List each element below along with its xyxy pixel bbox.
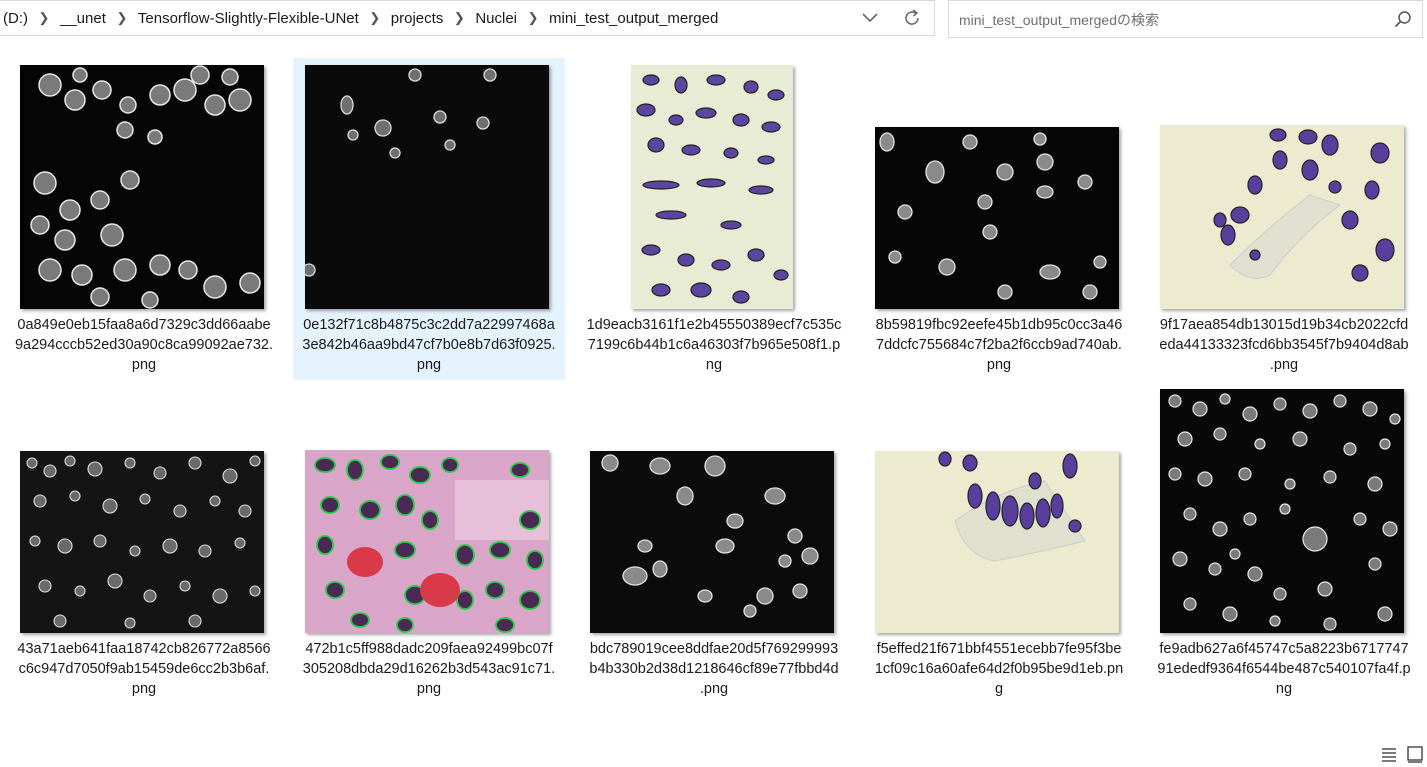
search-input[interactable] <box>957 7 1381 33</box>
history-dropdown-button[interactable] <box>856 5 884 31</box>
breadcrumb-drive[interactable]: (D:) <box>3 9 28 27</box>
file-name: 1d9eacb3161f1e2b45550389ecf7c535c 7199c6b… <box>586 317 842 373</box>
thumbnail-image <box>20 451 264 633</box>
details-view-icon[interactable] <box>1380 745 1398 763</box>
refresh-icon <box>905 9 919 25</box>
thumbnail-image <box>1160 125 1404 309</box>
breadcrumb-tensorflow[interactable]: Tensorflow-Slightly-Flexible-UNet <box>137 9 359 27</box>
file-item[interactable]: bdc789019cee8ddfae20d5f769299993 b4b330b2… <box>578 382 850 704</box>
refresh-button[interactable] <box>898 5 926 31</box>
thumbnail-image <box>1160 389 1404 633</box>
file-item[interactable]: 472b1c5ff988dadc209faea92499bc07f 305208d… <box>293 382 565 704</box>
file-item[interactable]: 8b59819fbc92eefe45b1db95c0cc3a46 7ddcfc75… <box>863 58 1135 380</box>
thumbnail-image <box>875 451 1119 633</box>
file-item[interactable]: fe9adb627a6f45747c5a8223b6717747 91ededf9… <box>1148 382 1420 704</box>
thumbnail-image <box>631 65 793 309</box>
thumbnail-image <box>305 450 549 633</box>
chevron-down-icon <box>862 13 878 23</box>
thumbnail-image <box>590 451 834 633</box>
file-item[interactable]: 0a849e0eb15faa8a6d7329c3dd66aabe 9a294ccc… <box>8 58 280 380</box>
breadcrumb: (D:) ❯ __unet ❯ Tensorflow-Slightly-Flex… <box>0 1 722 35</box>
thumbnail-image <box>20 65 264 309</box>
chevron-right-icon[interactable]: ❯ <box>453 10 465 25</box>
file-item[interactable]: 1d9eacb3161f1e2b45550389ecf7c535c 7199c6b… <box>578 58 850 380</box>
file-name: 9f17aea854db13015d19b34cb2022cfd eda44133… <box>1159 317 1409 373</box>
file-name: fe9adb627a6f45747c5a8223b6717747 91ededf9… <box>1157 641 1411 697</box>
file-item[interactable]: 43a71aeb641faa18742cb826772a8566 c6c947d7… <box>8 382 280 704</box>
file-name: bdc789019cee8ddfae20d5f769299993 b4b330b2… <box>589 641 839 697</box>
file-item[interactable]: 9f17aea854db13015d19b34cb2022cfd eda44133… <box>1148 58 1420 380</box>
search-icon[interactable] <box>1394 10 1412 28</box>
chevron-right-icon[interactable]: ❯ <box>38 10 50 25</box>
thumbnail-image <box>305 65 549 309</box>
search-box[interactable] <box>948 0 1423 38</box>
chevron-right-icon[interactable]: ❯ <box>369 10 381 25</box>
breadcrumb-current-folder[interactable]: mini_test_output_merged <box>549 9 719 27</box>
file-name: 472b1c5ff988dadc209faea92499bc07f 305208d… <box>302 641 556 697</box>
chevron-right-icon[interactable]: ❯ <box>527 10 539 25</box>
file-name: 0a849e0eb15faa8a6d7329c3dd66aabe 9a294ccc… <box>14 317 273 373</box>
chevron-right-icon[interactable]: ❯ <box>116 10 128 25</box>
breadcrumb-projects[interactable]: projects <box>390 9 444 27</box>
breadcrumb-nuclei[interactable]: Nuclei <box>475 9 518 27</box>
address-bar[interactable]: (D:) ❯ __unet ❯ Tensorflow-Slightly-Flex… <box>0 0 935 36</box>
file-name: 0e132f71c8b4875c3c2dd7a22997468a 3e842b46… <box>302 317 556 373</box>
file-name: f5effed21f671bbf4551ecebb7fe95f3be 1cf09c… <box>874 641 1124 697</box>
breadcrumb-unet[interactable]: __unet <box>60 9 106 27</box>
file-name: 43a71aeb641faa18742cb826772a8566 c6c947d7… <box>17 641 271 697</box>
file-name: 8b59819fbc92eefe45b1db95c0cc3a46 7ddcfc75… <box>875 317 1123 373</box>
file-item[interactable]: f5effed21f671bbf4551ecebb7fe95f3be 1cf09c… <box>863 382 1135 704</box>
thumbnail-image <box>875 127 1119 309</box>
file-item-selected[interactable]: 0e132f71c8b4875c3c2dd7a22997468a 3e842b46… <box>293 58 565 380</box>
large-icons-view-icon[interactable] <box>1406 745 1424 763</box>
